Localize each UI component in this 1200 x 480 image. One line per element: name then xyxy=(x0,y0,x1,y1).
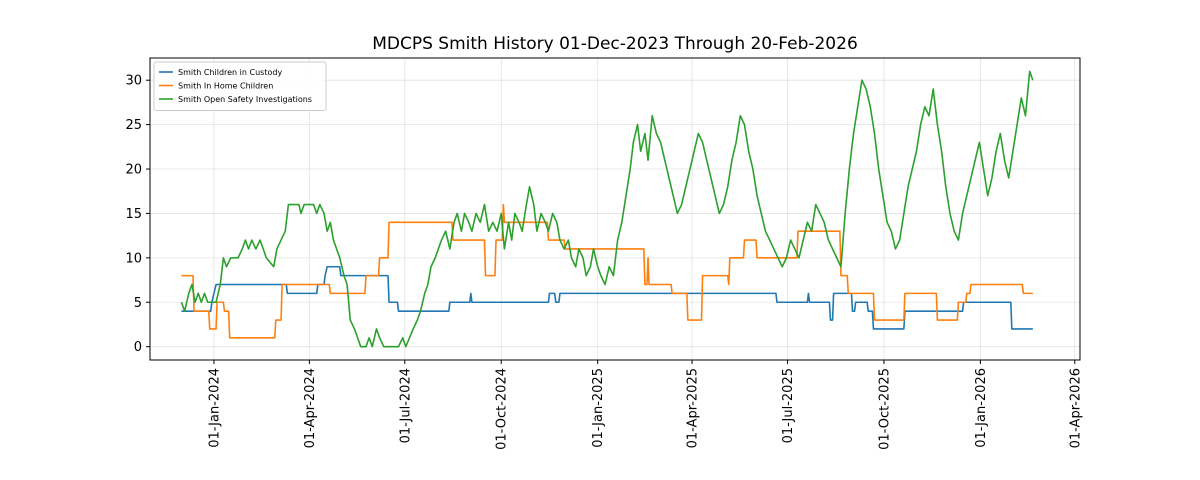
legend-label: Smith In Home Children xyxy=(178,82,273,91)
series-lines xyxy=(180,70,1034,348)
x-tick-label: 01-Oct-2025 xyxy=(877,368,892,450)
chart-title: MDCPS Smith History 01-Dec-2023 Through … xyxy=(372,34,858,54)
series-line-smith-in-home-children xyxy=(181,203,1033,339)
y-tick-label: 25 xyxy=(125,118,142,133)
y-axis: 0 5 10 15 20 25 30 xyxy=(125,74,150,355)
legend-frame xyxy=(153,61,327,111)
legend-label: Smith Open Safety Investigations xyxy=(178,95,312,104)
x-tick-label: 01-Jul-2025 xyxy=(781,368,796,443)
x-tick-label: 01-Apr-2025 xyxy=(686,368,701,448)
series-line-smith-children-in-custody xyxy=(181,265,1033,330)
legend: Smith Children in Custody Smith In Home C… xyxy=(153,61,327,111)
x-tick-label: 01-Jan-2024 xyxy=(207,368,222,448)
series-line-smith-open-safety-investigations xyxy=(180,70,1034,348)
x-tick-label: 01-Jan-2026 xyxy=(974,368,989,448)
x-tick-label: 01-Jan-2025 xyxy=(591,368,606,448)
x-tick-label: 01-Apr-2024 xyxy=(303,368,318,448)
x-tick-label: 01-Jul-2024 xyxy=(398,368,413,443)
y-tick-label: 10 xyxy=(125,251,142,266)
legend-label: Smith Children in Custody xyxy=(178,68,282,77)
y-tick-label: 0 xyxy=(134,340,142,355)
y-tick-label: 20 xyxy=(125,163,142,178)
x-axis: 01-Jan-2024 01-Apr-2024 01-Jul-2024 01-Oct-… xyxy=(207,360,1083,450)
x-tick-label: 01-Oct-2024 xyxy=(495,368,510,450)
x-tick-label: 01-Apr-2026 xyxy=(1068,368,1083,448)
y-tick-label: 15 xyxy=(125,207,142,222)
y-tick-label: 5 xyxy=(134,296,142,311)
y-tick-label: 30 xyxy=(125,74,142,89)
plot-frame xyxy=(149,57,1081,361)
